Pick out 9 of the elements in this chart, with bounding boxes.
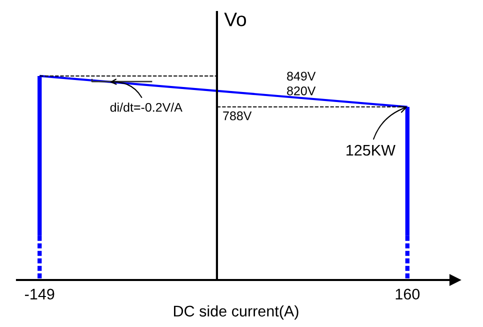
x-tick-label: -149 xyxy=(25,288,54,300)
y-tick-label: 849V xyxy=(287,72,316,81)
y-tick-label: 820V xyxy=(287,86,316,96)
x-axis-title: DC side current(A) xyxy=(174,305,298,320)
annotation: di/dt=-0.2V/A xyxy=(110,102,182,112)
annotation: 125KW xyxy=(346,144,396,156)
annotation: 788V xyxy=(223,111,252,120)
x-tick-label: 160 xyxy=(396,288,420,300)
y-axis-title: Vo xyxy=(224,12,246,26)
